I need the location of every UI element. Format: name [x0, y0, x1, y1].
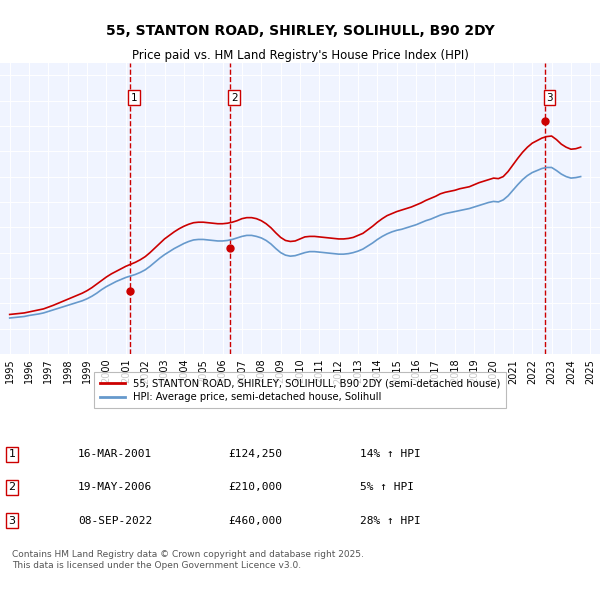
Text: 14% ↑ HPI: 14% ↑ HPI: [360, 449, 421, 459]
Text: 16-MAR-2001: 16-MAR-2001: [78, 449, 152, 459]
Text: £210,000: £210,000: [228, 483, 282, 493]
Text: 1: 1: [131, 93, 137, 103]
Text: Contains HM Land Registry data © Crown copyright and database right 2025.
This d: Contains HM Land Registry data © Crown c…: [12, 550, 364, 570]
Legend: 55, STANTON ROAD, SHIRLEY, SOLIHULL, B90 2DY (semi-detached house), HPI: Average: 55, STANTON ROAD, SHIRLEY, SOLIHULL, B90…: [94, 372, 506, 408]
Text: 2: 2: [231, 93, 238, 103]
Text: 19-MAY-2006: 19-MAY-2006: [78, 483, 152, 493]
Text: 5% ↑ HPI: 5% ↑ HPI: [360, 483, 414, 493]
Text: 28% ↑ HPI: 28% ↑ HPI: [360, 516, 421, 526]
Text: £124,250: £124,250: [228, 449, 282, 459]
Text: 55, STANTON ROAD, SHIRLEY, SOLIHULL, B90 2DY: 55, STANTON ROAD, SHIRLEY, SOLIHULL, B90…: [106, 24, 494, 38]
Text: 08-SEP-2022: 08-SEP-2022: [78, 516, 152, 526]
Text: 1: 1: [8, 449, 16, 459]
Text: £460,000: £460,000: [228, 516, 282, 526]
Text: 3: 3: [546, 93, 553, 103]
Text: Price paid vs. HM Land Registry's House Price Index (HPI): Price paid vs. HM Land Registry's House …: [131, 49, 469, 62]
Text: 3: 3: [8, 516, 16, 526]
Text: 2: 2: [8, 483, 16, 493]
